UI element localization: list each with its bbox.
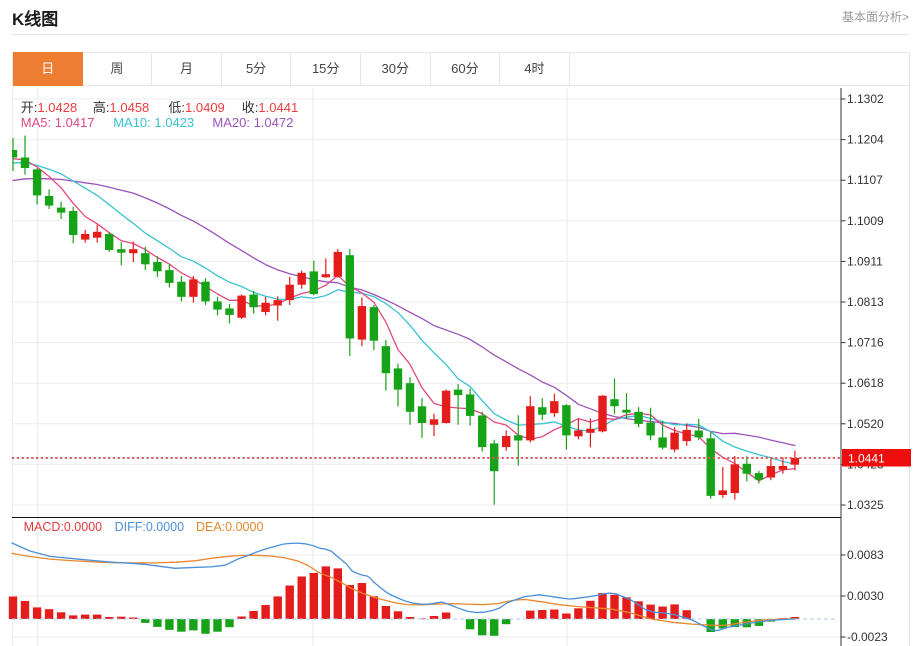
svg-text:1.1302: 1.1302 [847,92,884,106]
svg-text:1.0520: 1.0520 [847,417,884,431]
svg-text:1.0911: 1.0911 [847,254,883,268]
svg-text:-0.0023: -0.0023 [847,630,888,644]
svg-text:1.0813: 1.0813 [847,295,884,309]
svg-text:1.0618: 1.0618 [847,376,884,390]
svg-text:1.0325: 1.0325 [847,498,884,512]
svg-text:1.0441: 1.0441 [848,452,885,466]
svg-text:0.0030: 0.0030 [847,589,884,603]
svg-text:1.0716: 1.0716 [847,336,884,350]
svg-text:0.0083: 0.0083 [847,548,884,562]
svg-text:1.1204: 1.1204 [847,133,884,147]
svg-text:1.1107: 1.1107 [847,173,883,187]
svg-text:1.1009: 1.1009 [847,214,884,228]
